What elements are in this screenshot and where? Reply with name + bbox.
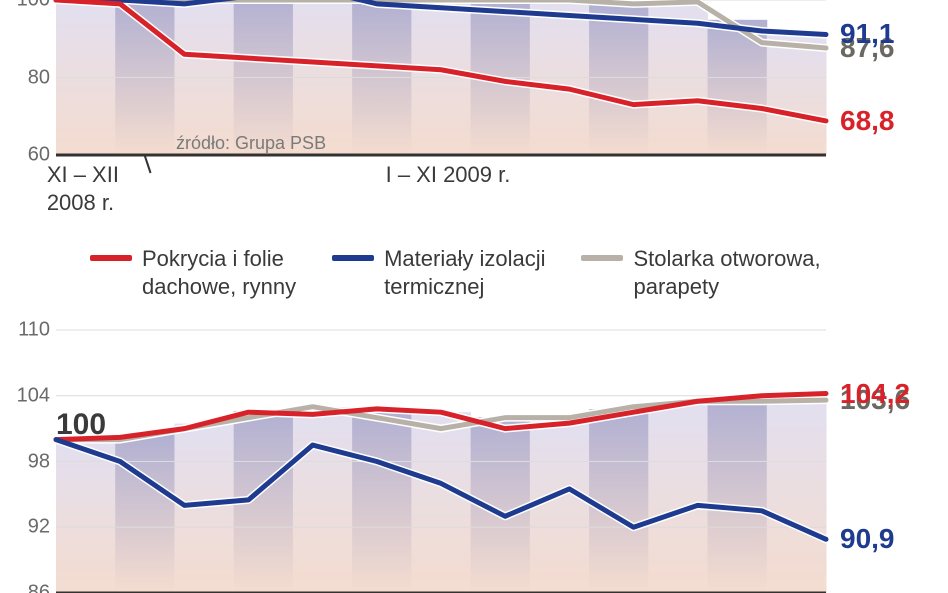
y-tick-label: 100 (17, 0, 50, 12)
source-text: źródło: Grupa PSB (176, 133, 326, 154)
legend-text-line: dachowe, rynny (142, 273, 296, 301)
legend-text: Stolarka otworowa,parapety (633, 245, 820, 300)
y-tick-label: 104 (17, 384, 50, 407)
end-value-label: 68,8 (840, 105, 895, 137)
x-axis-label: XI – XII2008 r. (47, 161, 119, 216)
y-tick-label: 86 (28, 582, 50, 593)
end-value-label: 91,1 (840, 18, 895, 50)
legend-swatch (90, 255, 132, 261)
legend-swatch (581, 255, 623, 261)
end-value-label: 104,2 (840, 378, 910, 410)
chart-top-svg (56, 0, 826, 155)
y-tick-label: 80 (28, 66, 50, 89)
legend-text-line: parapety (633, 273, 820, 301)
legend-text: Pokrycia i foliedachowe, rynny (142, 245, 296, 300)
page: { "global": { "bg_color": "#ffffff", "gr… (0, 0, 948, 593)
legend-item: Materiały izolacjitermicznej (332, 245, 545, 300)
x-axis-label-line: I – XI 2009 r. (386, 161, 511, 189)
legend-text-line: Pokrycia i folie (142, 245, 296, 273)
legend-item: Pokrycia i foliedachowe, rynny (90, 245, 296, 300)
x-axis-label: I – XI 2009 r. (386, 161, 511, 189)
y-tick-label: 98 (28, 450, 50, 473)
legend-item: Stolarka otworowa,parapety (581, 245, 820, 300)
start-value-label: 100 (56, 408, 106, 442)
legend-text-line: Stolarka otworowa, (633, 245, 820, 273)
legend-swatch (332, 255, 374, 261)
x-axis-label-line: 2008 r. (47, 189, 119, 217)
legend: Pokrycia i foliedachowe, rynny Materiały … (90, 245, 821, 300)
end-value-label: 90,9 (840, 523, 895, 555)
y-tick-label: 92 (28, 516, 50, 539)
x-axis-label-line: XI – XII (47, 161, 119, 189)
chart-bottom-svg (56, 330, 826, 593)
y-tick-label: 110 (18, 319, 50, 342)
legend-text-line: termicznej (384, 273, 545, 301)
legend-text: Materiały izolacjitermicznej (384, 245, 545, 300)
chart-bottom-plot: 869298104110100103,6104,290,9 (56, 330, 826, 593)
chart-top-plot: 608010010087,691,168,8XI – XII2008 r.I –… (56, 0, 826, 155)
legend-text-line: Materiały izolacji (384, 245, 545, 273)
